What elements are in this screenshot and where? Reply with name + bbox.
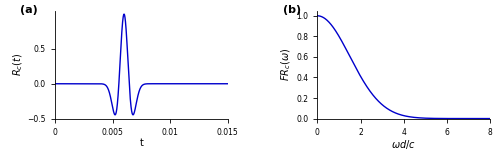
Text: (a): (a) — [20, 5, 38, 15]
Y-axis label: $FR_c(\omega)$: $FR_c(\omega)$ — [280, 48, 293, 81]
Text: (b): (b) — [283, 5, 301, 15]
Y-axis label: $R_c(t)$: $R_c(t)$ — [11, 53, 24, 76]
X-axis label: $\omega d/c$: $\omega d/c$ — [392, 138, 416, 151]
X-axis label: t: t — [140, 138, 143, 148]
